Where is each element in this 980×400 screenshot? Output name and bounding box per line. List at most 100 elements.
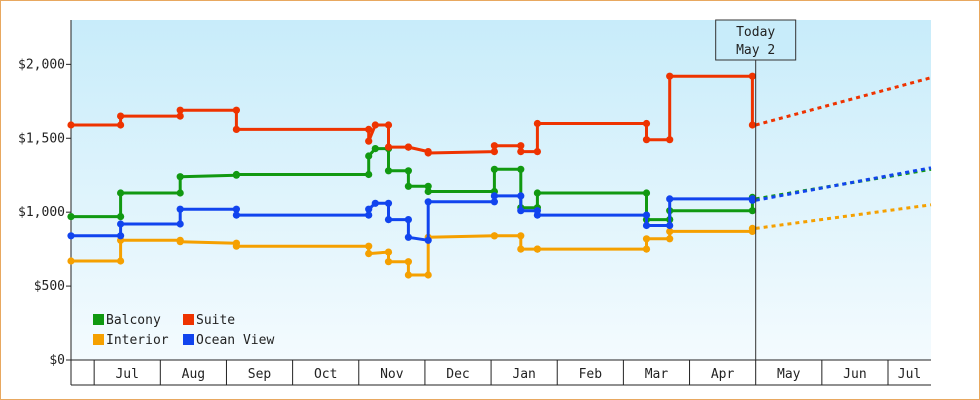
data-point [517, 192, 525, 200]
data-point [424, 198, 432, 206]
data-point [404, 216, 412, 224]
series-interior [67, 203, 932, 279]
data-point [424, 236, 432, 244]
data-point [67, 232, 75, 240]
forecast-line [755, 166, 932, 202]
data-point [490, 192, 498, 200]
data-point [117, 112, 125, 120]
data-point [517, 165, 525, 173]
data-point [365, 250, 373, 258]
data-point [666, 72, 674, 80]
data-point [365, 242, 373, 250]
data-point [748, 224, 757, 232]
data-point [176, 173, 184, 181]
x-tick-label: Feb [579, 367, 603, 382]
data-point [67, 257, 75, 265]
data-point [232, 211, 240, 219]
data-point [666, 136, 674, 144]
data-point [490, 198, 498, 206]
today-date-label: May 2 [736, 43, 775, 58]
data-point [384, 121, 393, 129]
data-point [748, 72, 757, 80]
x-tick-label: Sep [248, 367, 272, 382]
data-point [533, 245, 542, 253]
legend: Balcony Suite Interior Ocean View [93, 313, 274, 348]
data-point [117, 213, 125, 221]
data-point [748, 196, 757, 204]
data-point [642, 211, 651, 219]
x-tick-label: Jan [512, 367, 535, 382]
y-tick-label: $1,500 [18, 131, 65, 146]
forecast-line [755, 76, 932, 127]
data-point [517, 142, 525, 150]
y-tick-label: $2,000 [18, 57, 65, 72]
data-point [67, 213, 75, 221]
data-point [365, 152, 373, 160]
series-ocean-view [67, 166, 932, 244]
data-point [533, 148, 542, 156]
data-point [176, 106, 184, 114]
data-point [517, 245, 525, 253]
x-tick-label: Jul [898, 367, 921, 382]
forecast-line [755, 203, 932, 230]
data-point [384, 248, 393, 256]
data-point [642, 235, 651, 243]
legend-swatch [183, 334, 194, 345]
x-tick-label: Jul [115, 367, 138, 382]
data-point [176, 112, 184, 120]
data-point [490, 165, 498, 173]
data-point [517, 148, 525, 156]
series-suite [67, 72, 932, 157]
data-point [384, 167, 393, 175]
data-point [384, 143, 393, 151]
data-point [117, 121, 125, 129]
legend-label: Ocean View [196, 333, 274, 348]
series-line [71, 194, 754, 242]
data-point [365, 137, 373, 145]
x-tick-label: Mar [645, 367, 669, 382]
data-point [365, 170, 373, 179]
y-tick-label: $500 [34, 279, 65, 294]
x-tick-label: Oct [314, 367, 337, 382]
plot-area [71, 20, 931, 360]
legend-swatch [93, 334, 104, 345]
data-point [365, 125, 373, 133]
data-point [748, 121, 757, 129]
x-tick-label: Nov [380, 367, 404, 382]
x-tick-label: Aug [182, 367, 205, 382]
data-point [404, 167, 412, 175]
today-marker: Today May 2 [715, 19, 797, 360]
x-tick-label: Apr [711, 367, 735, 382]
data-point [642, 119, 651, 128]
data-point [365, 205, 373, 213]
data-point [666, 235, 674, 243]
legend-swatch [183, 314, 194, 325]
series-line [71, 147, 754, 222]
data-point [424, 182, 432, 190]
data-point [533, 189, 542, 197]
y-tick-label: $1,000 [18, 205, 65, 220]
data-point [490, 142, 498, 150]
data-point [232, 205, 240, 213]
data-point [517, 207, 525, 215]
today-box [715, 19, 797, 61]
y-axis: $0 $500 $1,000 $1,500 $2,000 [18, 20, 72, 385]
data-point [666, 227, 674, 235]
data-point [424, 271, 432, 279]
data-point [371, 121, 379, 129]
data-point [117, 257, 125, 265]
x-tick-label: May [777, 367, 801, 382]
data-point [490, 232, 498, 240]
data-point [404, 182, 412, 190]
data-point [517, 232, 525, 240]
data-point [666, 221, 674, 230]
data-point [117, 189, 125, 197]
data-point [384, 216, 393, 224]
data-point [642, 245, 651, 253]
data-point [176, 189, 184, 197]
data-point [424, 149, 432, 157]
data-point [748, 207, 757, 215]
data-point [232, 125, 240, 133]
data-point [384, 199, 393, 207]
